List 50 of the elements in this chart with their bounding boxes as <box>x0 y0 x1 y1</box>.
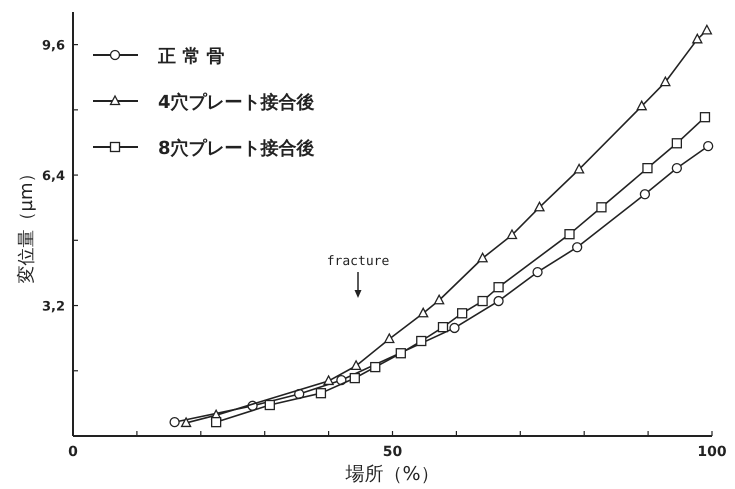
point <box>703 140 714 152</box>
point <box>169 416 180 428</box>
point <box>506 229 518 240</box>
point <box>477 252 488 262</box>
point <box>564 229 575 240</box>
x-tick-label: 50 <box>382 444 402 460</box>
point <box>264 400 275 410</box>
point <box>384 333 394 344</box>
point <box>702 24 712 34</box>
point <box>532 266 543 278</box>
point <box>434 294 444 304</box>
x-axis-title: 場所（%） <box>344 463 440 485</box>
point <box>350 360 362 370</box>
point <box>457 308 468 318</box>
annotation: fracture <box>326 254 390 269</box>
y-tick-label: 6,4 <box>42 169 65 184</box>
point <box>210 416 222 428</box>
legend-label: 4穴プレート接合後 <box>158 92 315 113</box>
point <box>316 388 326 398</box>
point <box>350 372 360 384</box>
point <box>574 164 584 174</box>
point <box>596 202 607 212</box>
point <box>493 296 504 306</box>
point <box>572 242 582 252</box>
point <box>672 138 682 148</box>
point <box>642 162 653 174</box>
legend-label: 8穴プレート接合後 <box>158 138 315 159</box>
point <box>416 336 426 346</box>
point <box>493 282 504 292</box>
point <box>692 34 702 44</box>
point <box>636 100 647 110</box>
point <box>438 322 448 332</box>
point <box>534 202 545 212</box>
x-tick-label: 100 <box>697 444 727 460</box>
point <box>477 296 488 306</box>
point <box>370 362 380 372</box>
y-axis-title: 変位量（μm） <box>16 164 37 284</box>
point <box>672 162 682 174</box>
point <box>660 76 671 86</box>
legend-label: 正 常 骨 <box>157 46 225 67</box>
point <box>323 375 334 386</box>
y-tick-label: 3,2 <box>42 300 65 315</box>
point <box>449 322 460 334</box>
point <box>418 308 428 318</box>
point <box>700 112 710 122</box>
y-tick-label: 9,6 <box>42 38 65 54</box>
point <box>180 417 192 428</box>
point <box>396 348 406 358</box>
point <box>640 189 650 200</box>
x-tick-label: 0 <box>68 444 78 460</box>
